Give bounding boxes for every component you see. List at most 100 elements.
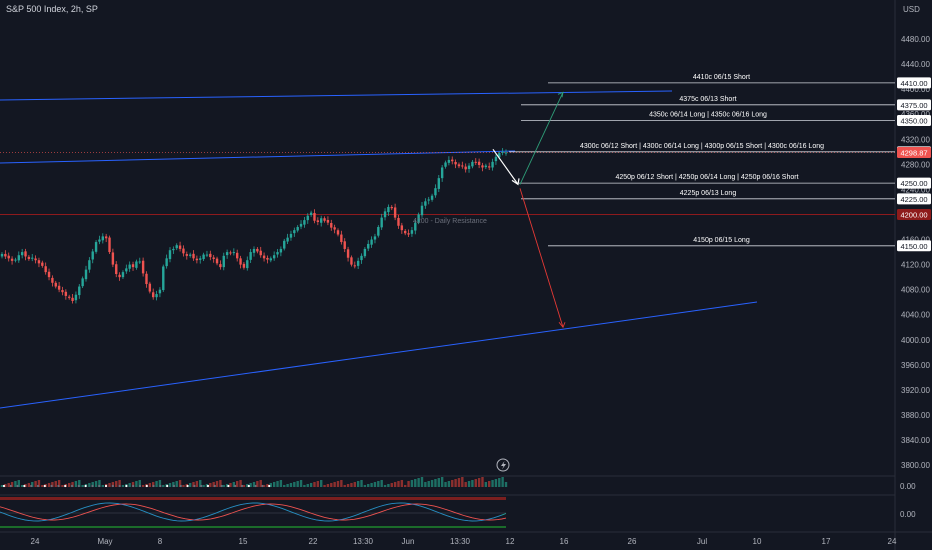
candle-body[interactable] (293, 230, 296, 234)
candle-body[interactable] (346, 249, 350, 258)
price-axis[interactable]: 4480.00 4440.00 4400.00 4360.00 4320.00 4280.… (897, 35, 931, 470)
candle-body[interactable] (373, 236, 377, 240)
candle-body[interactable] (313, 212, 316, 221)
candle-body[interactable] (68, 296, 71, 298)
candle-body[interactable] (236, 252, 239, 259)
candle-body[interactable] (141, 260, 145, 274)
candle-body[interactable] (165, 258, 168, 267)
candle-body[interactable] (34, 258, 37, 261)
candle-body[interactable] (37, 260, 41, 264)
candle-body[interactable] (367, 243, 370, 249)
candle-body[interactable] (168, 250, 172, 260)
candlestick-series[interactable] (0, 148, 508, 304)
candle-body[interactable] (420, 205, 424, 216)
price-badge[interactable] (897, 77, 931, 89)
candle-body[interactable] (353, 265, 356, 267)
candle-body[interactable] (215, 258, 219, 264)
candle-body[interactable] (272, 255, 276, 259)
lightning-icon[interactable] (496, 458, 510, 472)
candle-body[interactable] (333, 227, 336, 230)
candle-body[interactable] (477, 161, 481, 165)
candle-body[interactable] (276, 252, 279, 255)
candle-body[interactable] (14, 259, 17, 261)
candle-body[interactable] (239, 258, 242, 265)
candle-body[interactable] (387, 206, 390, 213)
candle-body[interactable] (71, 297, 74, 301)
candle-body[interactable] (47, 271, 51, 278)
candle-body[interactable] (504, 152, 508, 154)
candle-body[interactable] (172, 248, 175, 251)
candle-body[interactable] (229, 252, 232, 254)
candle-body[interactable] (259, 250, 262, 256)
candle-body[interactable] (393, 207, 397, 218)
candle-body[interactable] (461, 165, 464, 167)
price-badge[interactable] (897, 193, 931, 205)
candle-body[interactable] (54, 282, 57, 287)
candle-body[interactable] (27, 256, 31, 259)
candle-body[interactable] (286, 237, 289, 242)
candle-body[interactable] (138, 261, 141, 263)
candle-body[interactable] (4, 253, 7, 257)
candle-body[interactable] (363, 248, 367, 257)
candle-body[interactable] (326, 219, 330, 223)
symbol-title[interactable]: S&P 500 Index, 2h, SP (6, 4, 98, 14)
candle-body[interactable] (380, 217, 383, 228)
candle-body[interactable] (414, 222, 417, 231)
trend-line[interactable] (0, 150, 516, 164)
candle-body[interactable] (158, 289, 162, 294)
candle-body[interactable] (309, 212, 313, 215)
candle-body[interactable] (501, 151, 504, 153)
price-badge[interactable] (897, 208, 931, 220)
candle-body[interactable] (417, 214, 420, 223)
candle-body[interactable] (115, 264, 118, 275)
candle-body[interactable] (152, 292, 155, 298)
candle-body[interactable] (44, 266, 47, 273)
candle-body[interactable] (118, 274, 121, 278)
candle-body[interactable] (145, 273, 148, 285)
candle-body[interactable] (135, 261, 138, 268)
candle-body[interactable] (205, 254, 209, 256)
candle-body[interactable] (296, 227, 299, 231)
candle-body[interactable] (104, 236, 108, 239)
candle-body[interactable] (390, 206, 393, 209)
candle-body[interactable] (57, 285, 61, 290)
candle-body[interactable] (121, 272, 125, 278)
candle-body[interactable] (404, 230, 407, 234)
price-badge[interactable] (897, 114, 931, 126)
candle-body[interactable] (212, 257, 215, 259)
candle-body[interactable] (148, 283, 152, 292)
resistance-line-group[interactable] (0, 152, 895, 215)
candle-body[interactable] (101, 236, 104, 241)
candle-body[interactable] (61, 290, 64, 293)
candle-body[interactable] (192, 253, 195, 259)
candle-body[interactable] (494, 156, 498, 162)
candle-body[interactable] (10, 258, 14, 261)
candle-body[interactable] (252, 248, 256, 253)
candle-body[interactable] (289, 233, 293, 238)
candle-body[interactable] (471, 161, 474, 167)
candle-body[interactable] (225, 252, 229, 256)
candle-body[interactable] (111, 252, 115, 265)
candle-body[interactable] (360, 255, 363, 261)
candle-body[interactable] (437, 178, 440, 189)
candle-body[interactable] (350, 257, 353, 265)
candle-body[interactable] (400, 225, 404, 231)
candle-body[interactable] (467, 165, 471, 169)
candle-body[interactable] (24, 251, 27, 257)
candle-body[interactable] (484, 165, 488, 168)
candle-body[interactable] (31, 257, 34, 259)
candle-body[interactable] (242, 263, 246, 268)
trend-lines[interactable] (0, 90, 758, 409)
candle-body[interactable] (219, 264, 222, 268)
candle-body[interactable] (303, 220, 306, 225)
candle-body[interactable] (383, 211, 387, 218)
candle-body[interactable] (407, 233, 410, 235)
projection-path-down[interactable] (492, 148, 519, 185)
candle-body[interactable] (175, 245, 178, 249)
candle-body[interactable] (78, 286, 81, 296)
candle-body[interactable] (178, 245, 182, 249)
candle-body[interactable] (195, 258, 199, 261)
candle-body[interactable] (17, 255, 20, 261)
candle-body[interactable] (370, 239, 373, 245)
candle-body[interactable] (232, 252, 236, 254)
